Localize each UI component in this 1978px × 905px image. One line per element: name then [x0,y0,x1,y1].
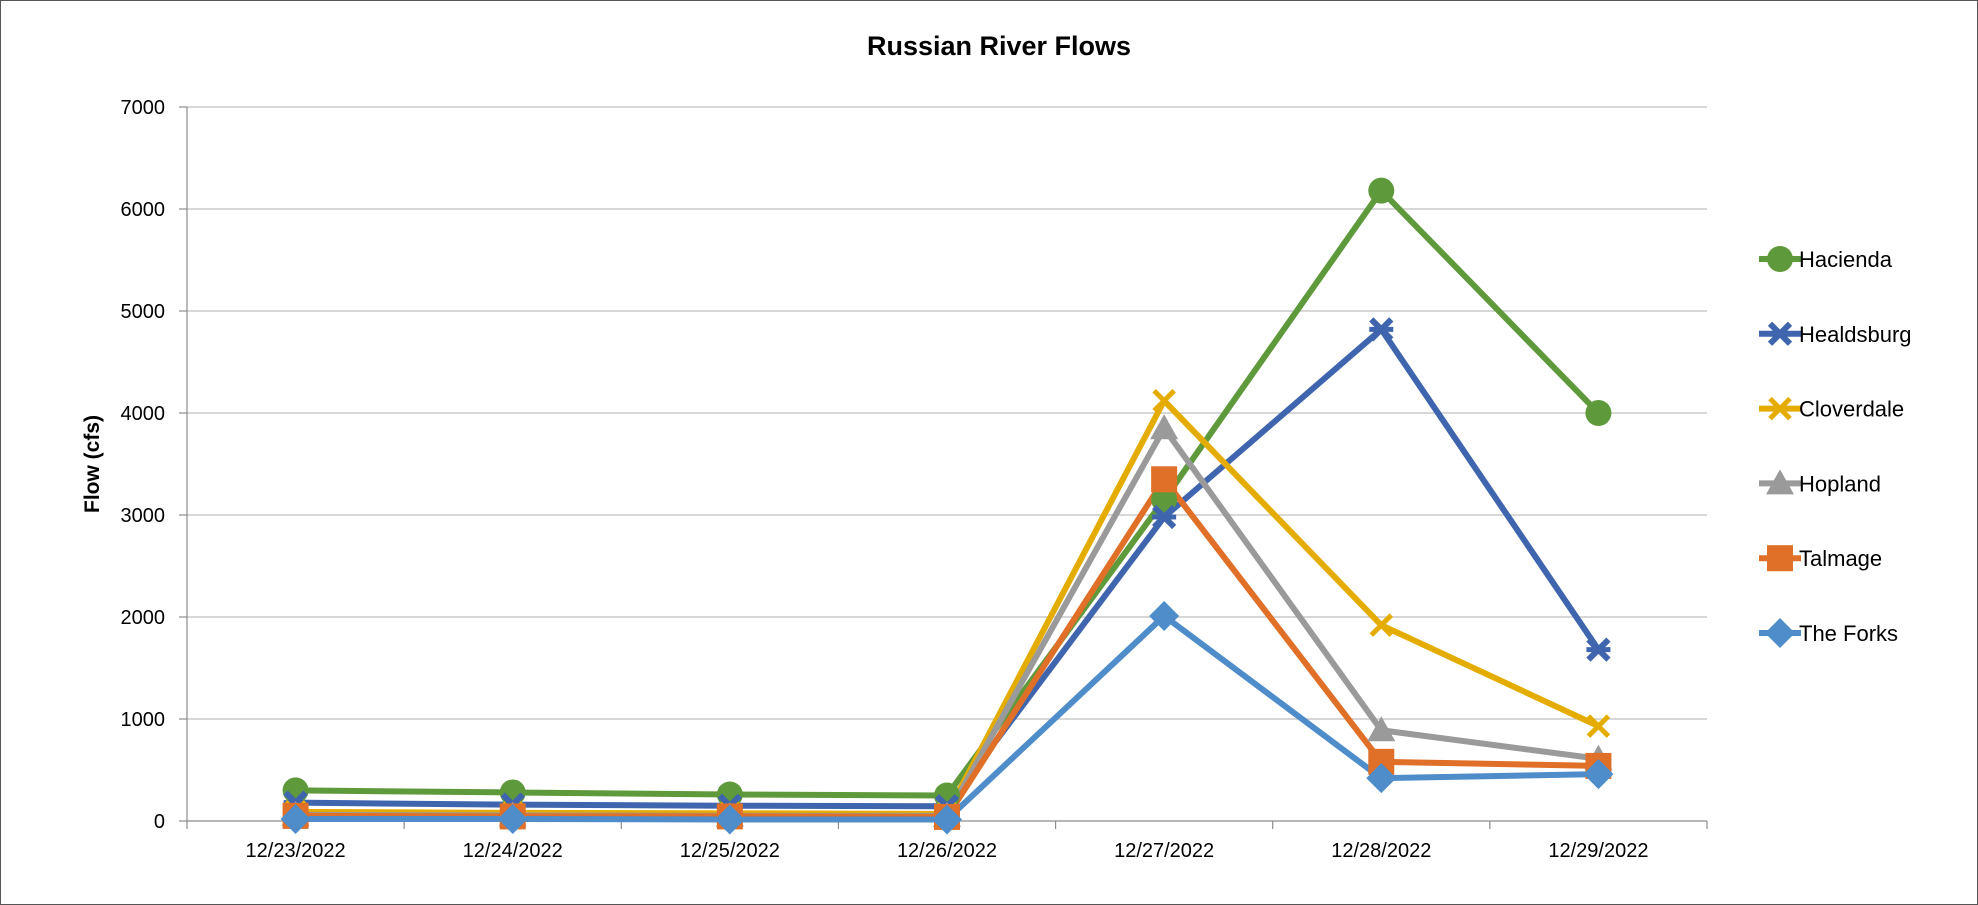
data-point-the-forks [714,804,745,835]
data-point-healdsburg [1152,504,1177,530]
x-tick-label: 12/23/2022 [246,840,346,862]
data-point-the-forks [280,803,311,834]
data-point-cloverdale [1152,388,1176,413]
x-tick-label: 12/25/2022 [680,840,780,862]
data-point-talmage [1151,466,1178,493]
y-tick-label: 5000 [121,301,166,323]
legend-item-hopland: Hopland [1759,469,1881,496]
y-tick-label: 7000 [121,97,166,119]
legend-item-cloverdale: Cloverdale [1759,397,1904,422]
data-point-the-forks [932,804,962,835]
x-tick-label: 12/27/2022 [1114,840,1214,862]
data-point-the-forks [1366,763,1397,794]
data-point-healdsburg [1586,637,1611,662]
data-point-the-forks [1149,600,1180,631]
series-group [280,177,1614,835]
series-line-hacienda [292,187,1602,799]
y-tick-label: 0 [154,811,165,833]
data-point-the-forks [1583,759,1614,790]
legend: Hacienda Healdsburg Cloverdale Hopland Talma… [1759,246,1912,648]
chart-title: Russian River Flows [867,31,1131,61]
y-axis-label: Flow (cfs) [81,415,104,513]
legend-marker [1768,396,1792,421]
y-tick-label: 6000 [121,199,166,221]
legend-item-healdsburg: Healdsburg [1759,321,1912,347]
legend-label: Talmage [1799,546,1882,571]
data-point-hopland [1150,414,1179,440]
data-point-cloverdale [1586,714,1611,738]
legend-label: Hopland [1799,471,1881,496]
y-tick-label: 4000 [121,403,166,425]
legend-marker [1766,469,1794,495]
data-point-hacienda [1585,400,1612,426]
x-tick-label: 12/26/2022 [897,840,997,862]
series-line-cloverdale [292,397,1602,817]
x-tick-label: 12/29/2022 [1548,840,1648,862]
legend-item-the-forks: The Forks [1759,618,1898,648]
legend-item-talmage: Talmage [1759,545,1882,572]
y-tick-label: 1000 [121,709,166,731]
y-tick-label: 3000 [121,505,166,527]
legend-label: Hacienda [1799,247,1893,272]
legend-marker [1767,545,1793,572]
data-point-cloverdale [1369,613,1394,637]
legend-label: The Forks [1799,621,1898,646]
legend-marker [1765,618,1795,648]
data-point-healdsburg [1369,317,1394,342]
x-tick-label: 12/28/2022 [1331,840,1431,862]
legend-label: Healdsburg [1799,322,1912,347]
x-tick-label: 12/24/2022 [463,840,563,862]
legend-marker [1767,321,1793,346]
y-tick-label: 2000 [121,607,166,629]
legend-marker [1767,246,1793,272]
gridlines [187,106,1707,720]
data-point-hopland [1367,716,1396,742]
y-tick-labels: 0 1000 2000 3000 4000 5000 6000 7000 [121,97,166,833]
data-point-the-forks [497,803,528,834]
series-line-talmage [292,476,1602,820]
data-point-hacienda [1151,486,1178,513]
legend-label: Cloverdale [1799,397,1904,422]
x-tick-labels: 12/23/2022 12/24/2022 12/25/2022 12/26/2022… [246,840,1649,862]
legend-item-hacienda: Hacienda [1759,246,1893,272]
series-line-hopland [292,425,1602,819]
data-point-hacienda [1368,177,1395,204]
